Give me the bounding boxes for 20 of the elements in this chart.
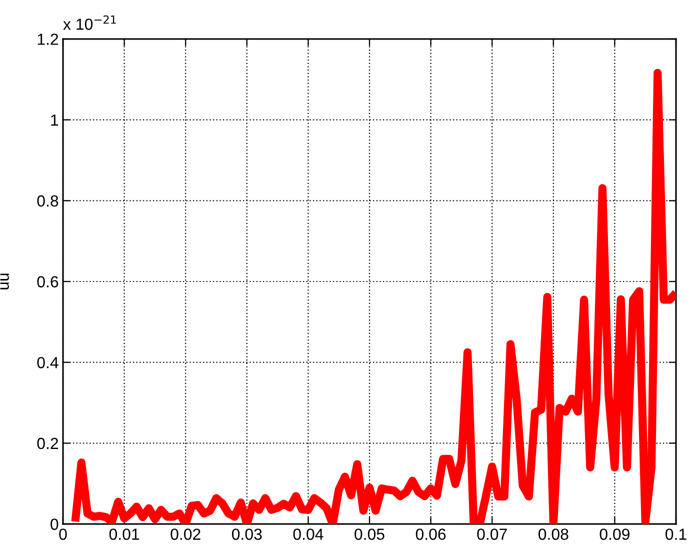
y-tick-label: 0.8 bbox=[37, 195, 58, 207]
x-tick-label: 0.07 bbox=[477, 528, 507, 540]
x-tick-label: 0.09 bbox=[600, 528, 630, 540]
x-tick-label: 0.1 bbox=[666, 528, 686, 540]
x-tick-label: 0.06 bbox=[416, 528, 446, 540]
y-tick-label: 0.4 bbox=[37, 356, 58, 368]
text: x 10$^{−21}$ bbox=[63, 15, 116, 30]
x-tick-label: 0.05 bbox=[354, 528, 384, 540]
x-tick-label: 0.03 bbox=[232, 528, 262, 540]
y-tick-label: 1.2 bbox=[38, 34, 58, 45]
x-tick-label: 0.01 bbox=[109, 528, 140, 540]
y-tick-label: 0.6 bbox=[37, 276, 58, 288]
y-tick-label: 1 bbox=[51, 114, 58, 126]
x-tick-label: 0.02 bbox=[170, 528, 200, 540]
y-axis-title: uu bbox=[0, 274, 9, 290]
y-tick-label: 0 bbox=[50, 518, 58, 530]
y-tick-label: 0.2 bbox=[37, 438, 58, 450]
x-tick-label: 0 bbox=[59, 528, 67, 540]
x-tick-label: 0.08 bbox=[538, 528, 568, 540]
x-tick-label: 0.04 bbox=[293, 528, 324, 540]
